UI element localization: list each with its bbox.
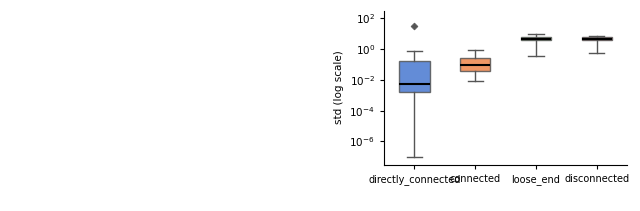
PathPatch shape <box>399 61 429 92</box>
PathPatch shape <box>521 37 551 40</box>
PathPatch shape <box>582 37 612 40</box>
PathPatch shape <box>460 58 490 71</box>
Y-axis label: std (log scale): std (log scale) <box>334 51 344 124</box>
